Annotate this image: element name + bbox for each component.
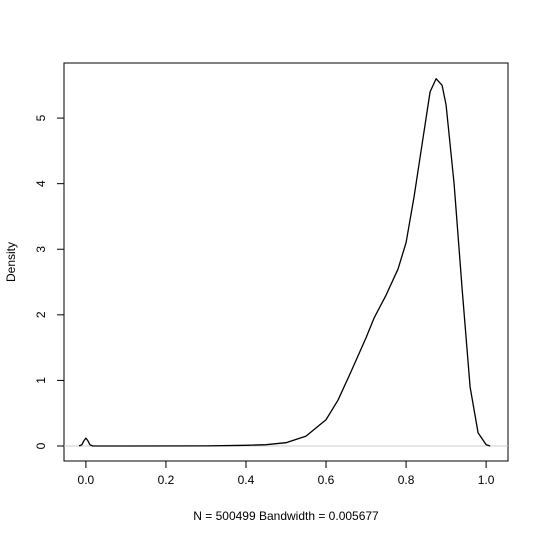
x-tick-label: 0.8 [398, 473, 415, 487]
y-tick-label: 2 [34, 311, 48, 318]
y-tick-label: 5 [34, 114, 48, 121]
x-tick-label: 0.6 [318, 473, 335, 487]
y-tick-label: 1 [34, 377, 48, 384]
y-tick-label: 3 [34, 246, 48, 253]
y-axis-label: Density [4, 242, 18, 282]
density-line [78, 78, 491, 447]
x-tick-label: 0.4 [238, 473, 255, 487]
x-axis-label: N = 500499 Bandwidth = 0.005677 [193, 509, 379, 523]
y-tick-label: 4 [34, 180, 48, 187]
plot-box [63, 62, 509, 462]
x-tick-label: 1.0 [478, 473, 495, 487]
y-tick-label: 0 [34, 442, 48, 449]
x-tick-label: 0.2 [158, 473, 175, 487]
x-tick-label: 0.0 [78, 473, 95, 487]
